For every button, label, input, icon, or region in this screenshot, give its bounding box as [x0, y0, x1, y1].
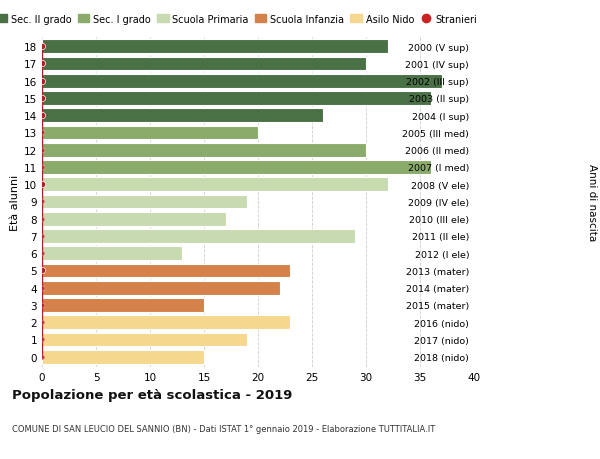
- Bar: [42, 178, 388, 192]
- Bar: [42, 350, 204, 364]
- Bar: [42, 212, 226, 226]
- Bar: [42, 264, 290, 278]
- Bar: [42, 247, 182, 260]
- Text: Popolazione per età scolastica - 2019: Popolazione per età scolastica - 2019: [12, 388, 292, 401]
- Text: Anni di nascita: Anni di nascita: [587, 163, 597, 241]
- Legend: Sec. II grado, Sec. I grado, Scuola Primaria, Scuola Infanzia, Asilo Nido, Stran: Sec. II grado, Sec. I grado, Scuola Prim…: [0, 11, 481, 28]
- Bar: [42, 126, 258, 140]
- Bar: [42, 316, 290, 330]
- Bar: [42, 57, 366, 71]
- Bar: [42, 161, 431, 174]
- Bar: [42, 230, 355, 243]
- Y-axis label: Età alunni: Età alunni: [10, 174, 20, 230]
- Bar: [42, 195, 247, 209]
- Bar: [42, 143, 366, 157]
- Bar: [42, 92, 431, 106]
- Bar: [42, 333, 247, 347]
- Bar: [42, 281, 280, 295]
- Bar: [42, 40, 388, 54]
- Bar: [42, 75, 442, 88]
- Bar: [42, 298, 204, 312]
- Bar: [42, 109, 323, 123]
- Text: COMUNE DI SAN LEUCIO DEL SANNIO (BN) - Dati ISTAT 1° gennaio 2019 - Elaborazione: COMUNE DI SAN LEUCIO DEL SANNIO (BN) - D…: [12, 425, 435, 434]
